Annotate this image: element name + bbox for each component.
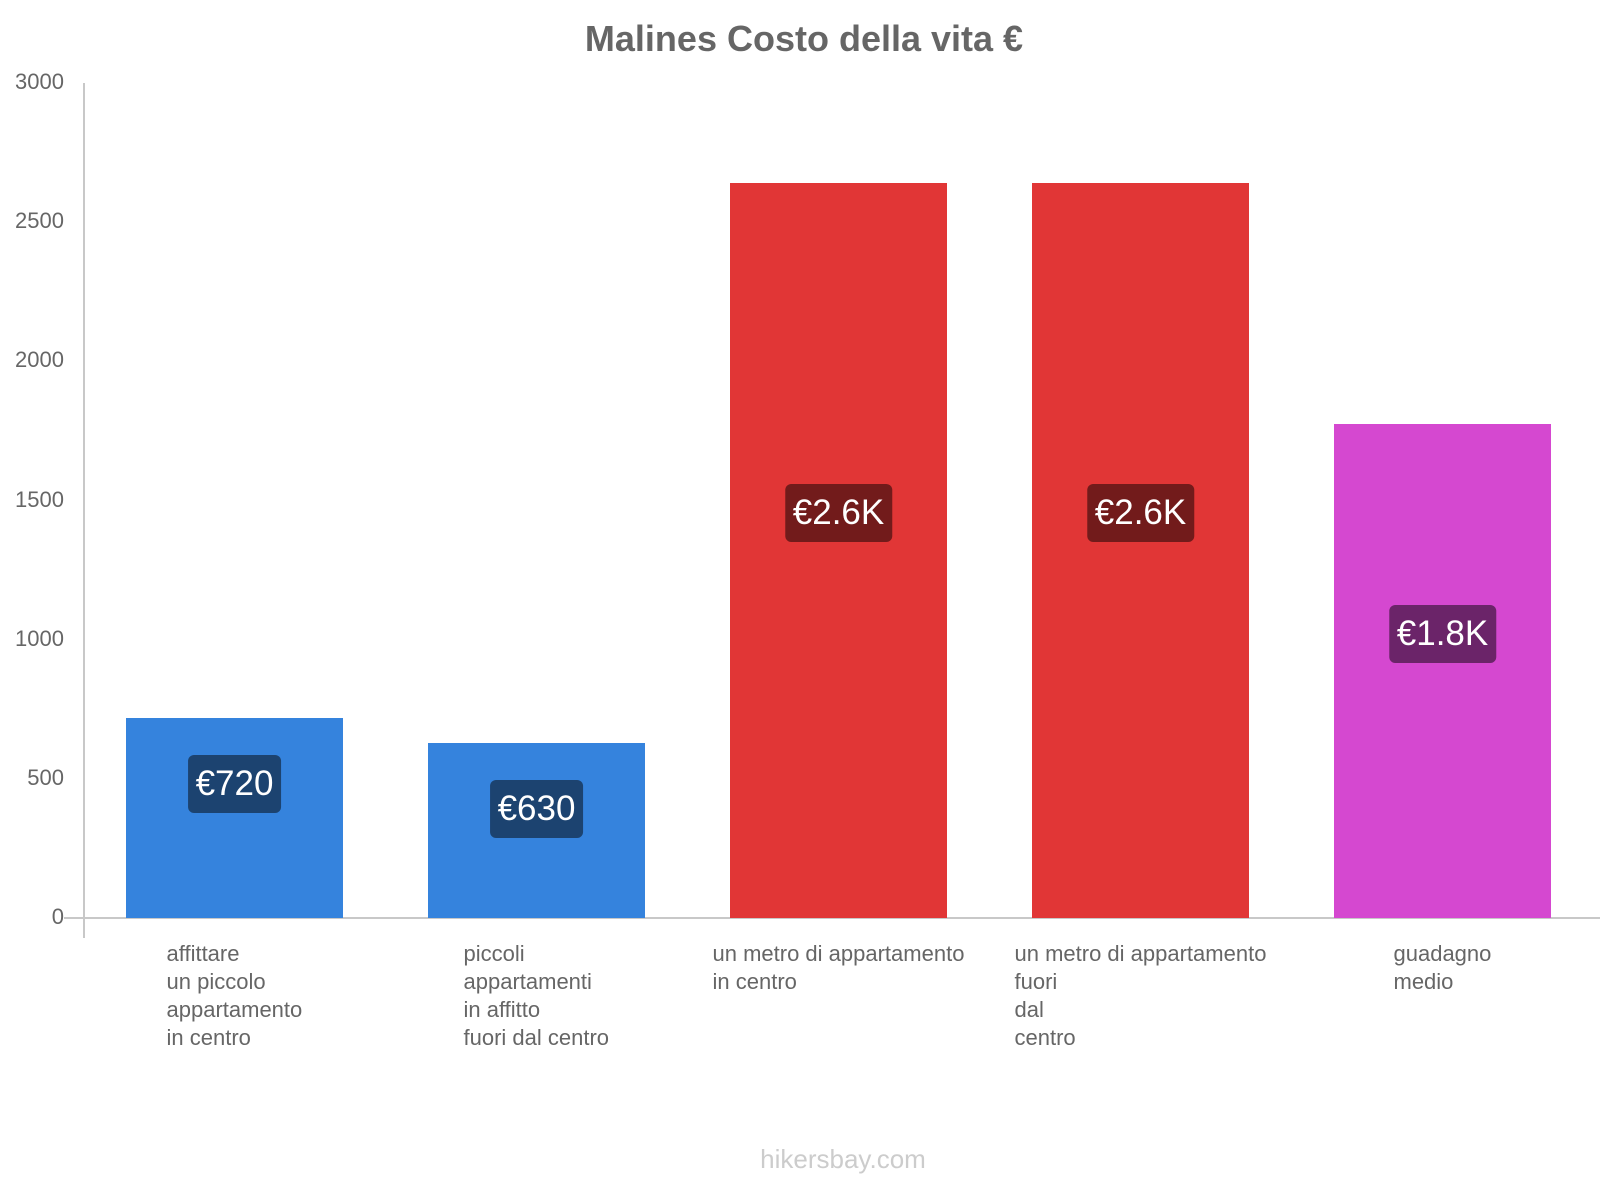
y-axis-line — [83, 83, 85, 938]
bar — [1334, 423, 1551, 918]
x-axis-label: affittare un piccolo appartamento in cen… — [166, 941, 303, 1050]
x-axis-label: un metro di appartamento fuori dal centr… — [1014, 941, 1267, 1050]
bar-value-label: €2.6K — [784, 484, 893, 542]
bar-value-label: €2.6K — [1086, 484, 1195, 542]
bar-value-label: €1.8K — [1388, 605, 1497, 663]
y-tick-label: 2500 — [15, 208, 64, 234]
y-tick-label: 500 — [27, 764, 64, 790]
x-axis-label: piccoli appartamenti in affitto fuori da… — [463, 941, 610, 1050]
y-tick-label: 1500 — [15, 486, 64, 512]
x-axis-line — [64, 917, 1600, 919]
bar — [1032, 183, 1249, 918]
y-tick-label: 0 — [51, 904, 64, 929]
y-tick-label: 3000 — [15, 69, 64, 94]
bar — [730, 183, 947, 918]
watermark: hikersbay.com — [760, 1144, 926, 1174]
x-axis-label: un metro di appartamento in centro — [712, 941, 965, 994]
bar-value-label: €630 — [489, 779, 584, 838]
bar-value-label: €720 — [187, 754, 282, 813]
chart-title: Malines Costo della vita € — [584, 18, 1024, 59]
y-tick-label: 2000 — [15, 347, 64, 373]
x-axis-label: guadagno medio — [1393, 941, 1492, 994]
bar — [126, 717, 343, 918]
y-tick-label: 1000 — [15, 625, 64, 651]
